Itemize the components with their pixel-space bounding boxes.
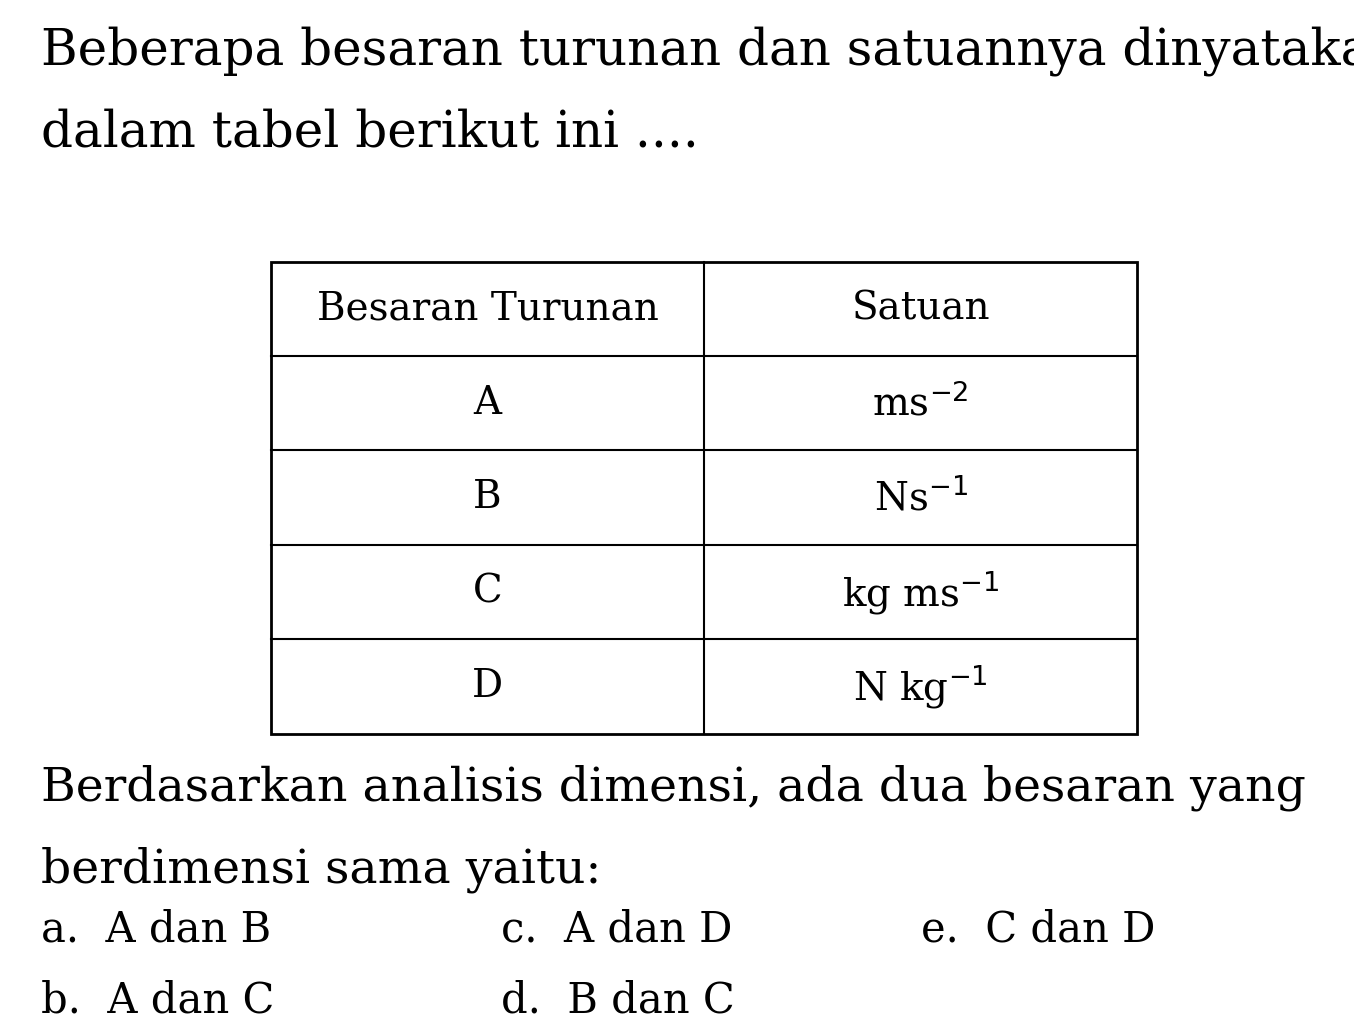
Text: Beberapa besaran turunan dan satuannya dinyatakan: Beberapa besaran turunan dan satuannya d… <box>41 26 1354 76</box>
Text: b.  A dan C: b. A dan C <box>41 980 274 1022</box>
Text: berdimensi sama yaitu:: berdimensi sama yaitu: <box>41 846 601 893</box>
Text: Berdasarkan analisis dimensi, ada dua besaran yang: Berdasarkan analisis dimensi, ada dua be… <box>41 764 1305 811</box>
Text: D: D <box>473 668 502 705</box>
Text: A: A <box>474 385 501 422</box>
Text: d.  B dan C: d. B dan C <box>501 980 735 1022</box>
Text: e.  C dan D: e. C dan D <box>921 908 1155 950</box>
Text: c.  A dan D: c. A dan D <box>501 908 733 950</box>
Text: kg ms$^{-1}$: kg ms$^{-1}$ <box>842 568 999 616</box>
Text: N kg$^{-1}$: N kg$^{-1}$ <box>853 663 988 710</box>
Text: Satuan: Satuan <box>852 290 990 327</box>
Text: B: B <box>473 479 502 516</box>
Text: dalam tabel berikut ini ....: dalam tabel berikut ini .... <box>41 108 699 157</box>
Text: Ns$^{-1}$: Ns$^{-1}$ <box>873 478 968 517</box>
Bar <box>271 262 1137 734</box>
Text: a.  A dan B: a. A dan B <box>41 908 271 950</box>
Text: ms$^{-2}$: ms$^{-2}$ <box>872 384 969 423</box>
Text: Besaran Turunan: Besaran Turunan <box>317 290 658 327</box>
Text: C: C <box>473 574 502 610</box>
